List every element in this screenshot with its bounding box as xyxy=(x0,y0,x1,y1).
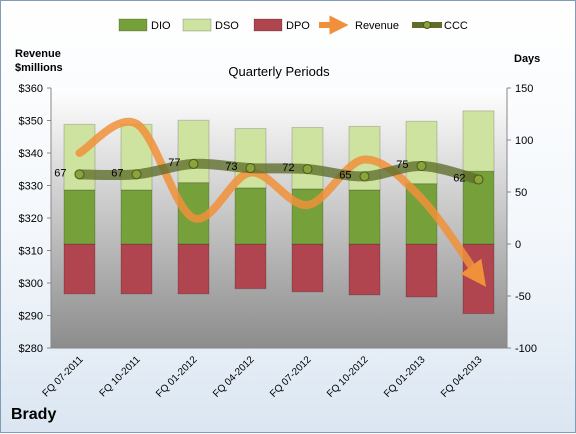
left-axis-title: Revenue xyxy=(15,48,61,60)
bar-dpo xyxy=(291,243,324,293)
right-tick-label: 50 xyxy=(515,187,527,199)
bar-dso xyxy=(63,123,96,191)
x-tick-label: FQ 07-2012 xyxy=(268,354,314,400)
ccc-point xyxy=(131,169,142,180)
ccc-data-label: 67 xyxy=(111,167,123,179)
bar-dio xyxy=(348,189,381,245)
ccc-point xyxy=(359,171,370,182)
bar-dso xyxy=(405,120,438,185)
x-tick-label: FQ 10-2011 xyxy=(98,354,143,399)
bar-dio xyxy=(63,189,96,245)
right-axis-title: Days xyxy=(514,53,540,65)
bar-dpo xyxy=(405,243,438,298)
left-axis-unit: $millions xyxy=(15,62,63,74)
ccc-data-label: 77 xyxy=(168,157,180,169)
right-tick-label: -100 xyxy=(515,343,537,355)
legend-label-dio: DIO xyxy=(151,20,171,32)
bar-dpo xyxy=(63,243,96,295)
ccc-point xyxy=(416,161,427,171)
ccc-point xyxy=(74,169,85,180)
ccc-data-label: 75 xyxy=(396,159,408,171)
x-tick-label: FQ 01-2012 xyxy=(154,354,200,400)
x-tick-label: FQ 04-2012 xyxy=(211,354,257,400)
ccc-point xyxy=(302,164,313,175)
left-tick-label: $340 xyxy=(19,148,43,160)
legend-label-ccc: CCC xyxy=(444,20,468,32)
legend-swatch-dpo xyxy=(253,18,283,32)
bar-dso xyxy=(177,119,210,184)
chart-title: Quarterly Periods xyxy=(228,64,330,79)
ccc-point xyxy=(245,163,256,174)
bar-dpo xyxy=(234,243,267,290)
left-tick-label: $310 xyxy=(19,246,43,258)
bar-dio xyxy=(120,189,153,245)
bar-dpo xyxy=(177,243,210,295)
x-tick-label: FQ 01-2013 xyxy=(382,354,428,400)
right-tick-label: 150 xyxy=(515,83,533,95)
legend-label-revenue: Revenue xyxy=(355,20,399,32)
left-tick-label: $350 xyxy=(19,116,43,128)
x-tick-label: FQ 07-2011 xyxy=(41,354,86,399)
left-tick-label: $280 xyxy=(19,343,43,355)
x-tick-label: FQ 10-2012 xyxy=(325,354,371,400)
left-tick-label: $360 xyxy=(19,83,43,95)
x-tick-label: FQ 04-2013 xyxy=(439,354,485,400)
ccc-point xyxy=(188,158,199,169)
ccc-point xyxy=(473,174,484,185)
ccc-data-label: 65 xyxy=(339,169,351,181)
ccc-data-label: 62 xyxy=(453,173,465,185)
bar-dio xyxy=(234,187,267,245)
left-tick-label: $330 xyxy=(19,181,43,193)
legend-swatch-dso xyxy=(182,18,212,32)
company-name: Brady xyxy=(11,406,57,423)
ccc-data-label: 73 xyxy=(225,161,237,173)
right-tick-label: -50 xyxy=(515,291,531,303)
right-tick-label: 0 xyxy=(515,239,521,251)
legend-marker-ccc xyxy=(423,21,431,29)
bar-dpo xyxy=(120,243,153,295)
legend-label-dso: DSO xyxy=(215,20,239,32)
left-tick-label: $290 xyxy=(19,311,43,323)
bar-dso xyxy=(462,110,495,172)
bar-dpo xyxy=(348,243,381,296)
right-tick-label: 100 xyxy=(515,135,533,147)
left-tick-label: $300 xyxy=(19,278,43,290)
revenue-line xyxy=(75,117,487,287)
bar-dso xyxy=(291,127,324,190)
ccc-data-label: 67 xyxy=(54,167,66,179)
legend-label-dpo: DPO xyxy=(286,20,310,32)
left-tick-label: $320 xyxy=(19,213,43,225)
legend-swatch-dio xyxy=(118,18,148,32)
ccc-data-label: 72 xyxy=(282,162,294,174)
